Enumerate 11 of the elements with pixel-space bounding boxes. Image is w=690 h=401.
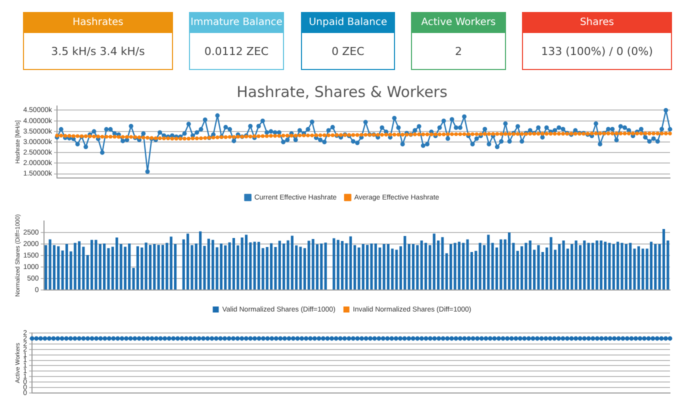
text: 0 ZEC xyxy=(330,44,366,60)
text: 3.5 kH/s 3.4 kH/s xyxy=(50,44,146,60)
category-label: Hashrates xyxy=(24,13,172,33)
category-label: Shares xyxy=(523,13,671,33)
category-label: Unpaid Balance xyxy=(302,13,394,33)
category-label: Active Workers xyxy=(412,13,505,33)
text: 0.0112 ZEC xyxy=(203,44,270,60)
text: 133 (100%) / 0 (0%) xyxy=(540,44,654,60)
chart-title: Hashrate, Shares & Workers xyxy=(236,82,448,101)
text: 2 xyxy=(454,44,463,60)
category-label: Immature Balance xyxy=(190,13,283,33)
